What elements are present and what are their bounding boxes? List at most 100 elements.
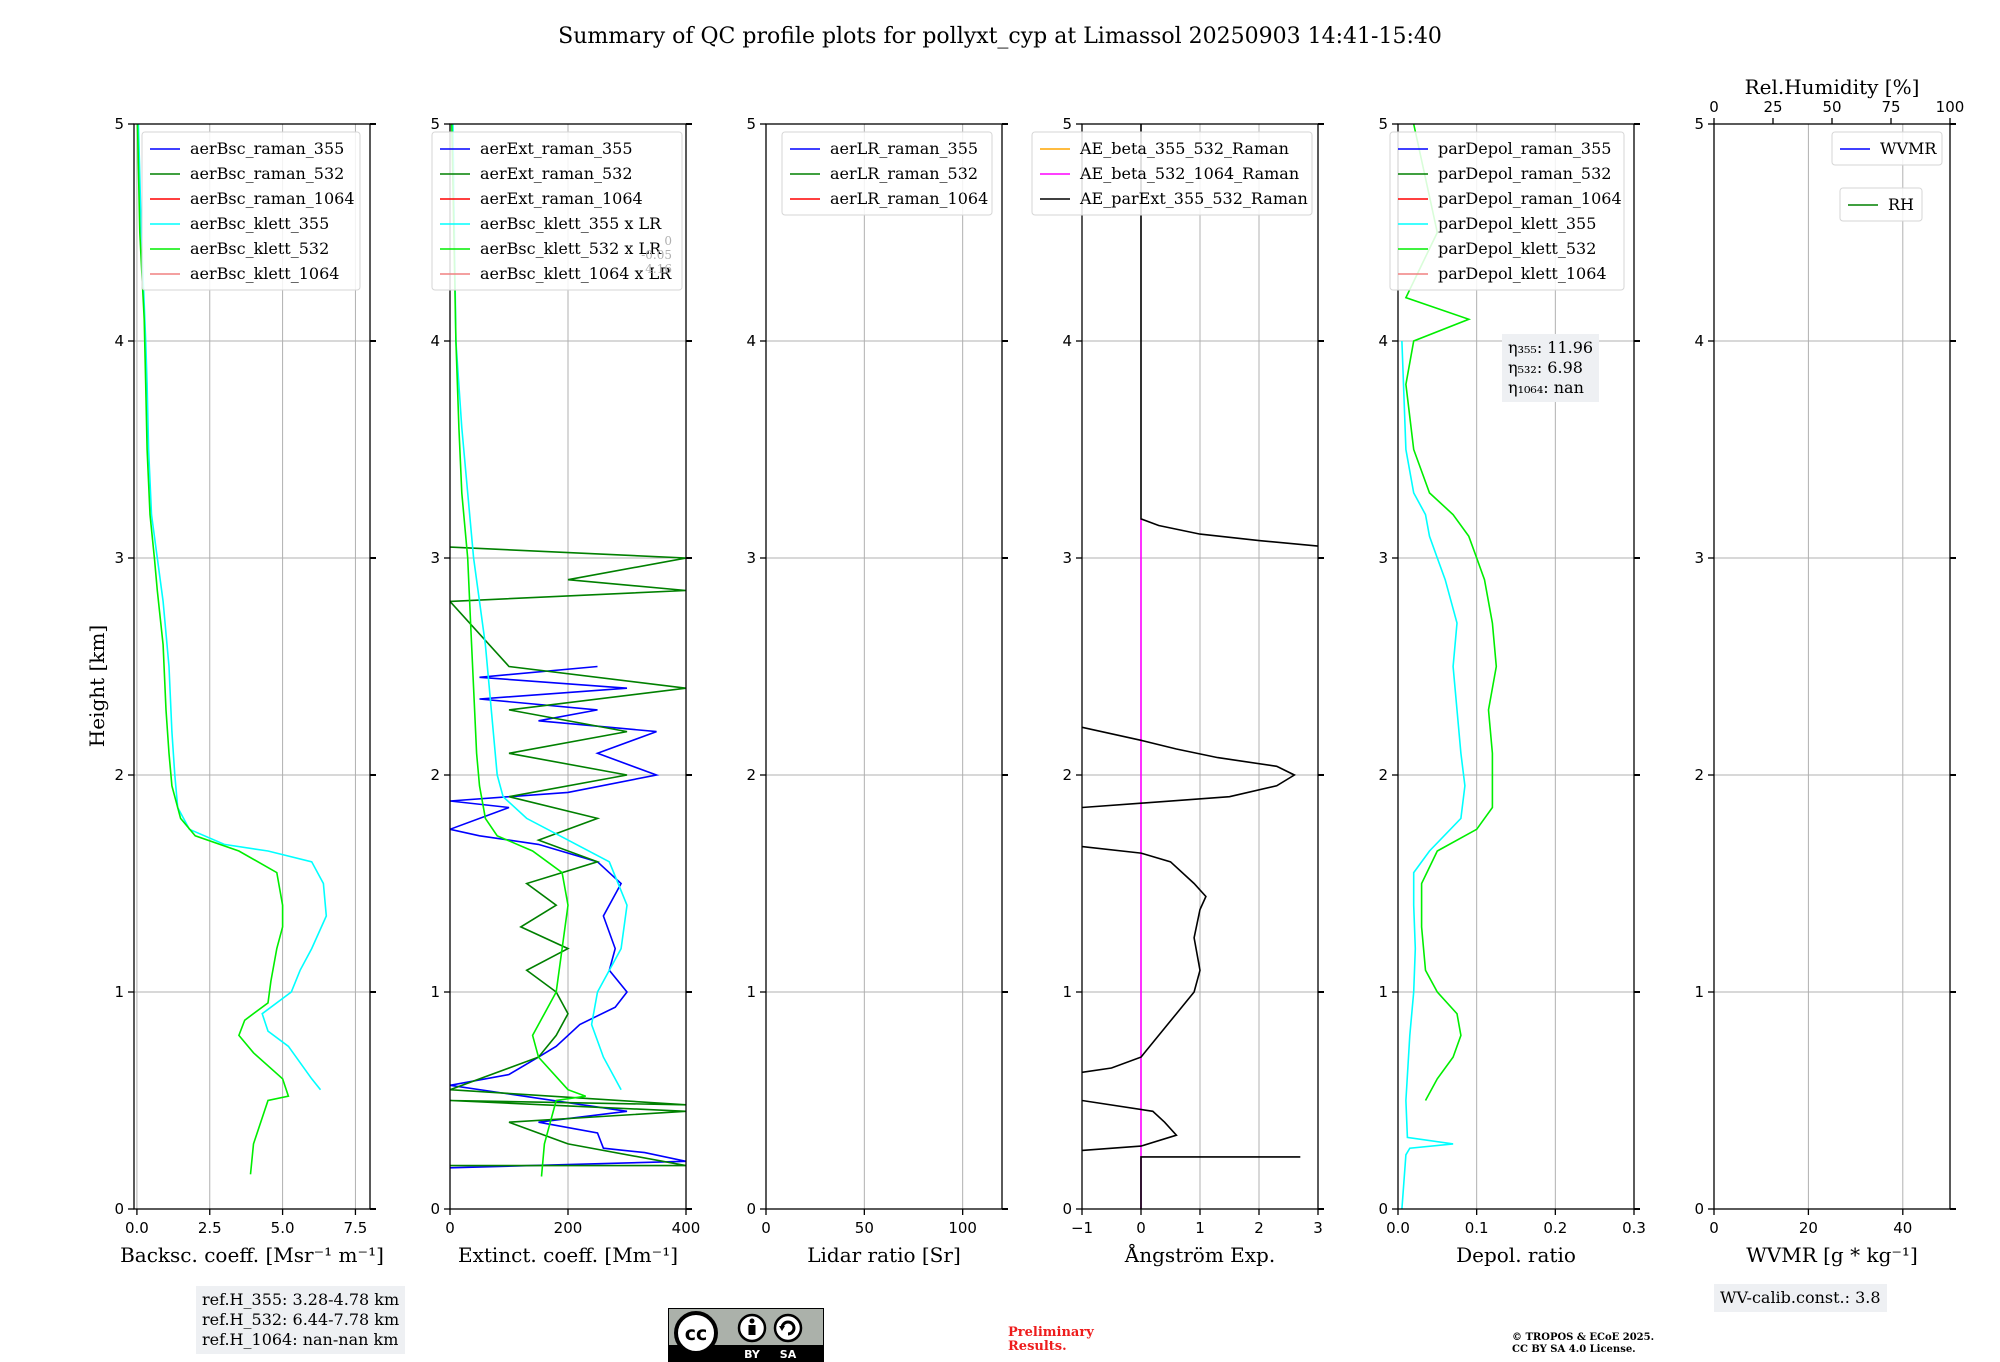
legend-label: AE_beta_355_532_Raman [1079,139,1289,158]
legend-label: WVMR [1880,139,1937,158]
legend-depol [1389,131,1625,291]
y-tick-label: 2 [114,766,124,784]
x-tick-label: 0 [1709,1219,1719,1237]
eta-1064: η₁₀₆₄: nan [1508,378,1584,397]
y-tick-label: 0 [430,1200,440,1218]
series-AE_parExt_355_532_Raman_c [1082,845,1207,1074]
x-axis-label: Depol. ratio [1456,1243,1576,1267]
y-tick-label: 0 [746,1200,756,1218]
overlay-value-3: 4.16 [645,262,672,276]
y-tick-label: 1 [1062,983,1072,1001]
x-tick-label: 0 [1136,1219,1146,1237]
y-tick-label: 1 [1694,983,1704,1001]
y-tick-label: 4 [430,332,440,350]
legend-label: aerExt_raman_1064 [480,189,643,208]
eta-355: η₃₅₅: 11.96 [1508,338,1594,357]
y-tick-label: 5 [1062,115,1072,133]
y-tick-label: 1 [746,983,756,1001]
x-tick-label: 20 [1799,1219,1818,1237]
legend-label: AE_beta_532_1064_Raman [1079,164,1299,183]
legend-label: aerBsc_klett_1064 [190,264,339,283]
legend-ae [1031,131,1313,216]
axes-frame [133,123,371,1210]
overlay-value-1: 0 [664,234,672,248]
figure-title: Summary of QC profile plots for pollyxt_… [558,24,1442,49]
y-tick-label: 3 [430,549,440,567]
y-tick-label: 4 [746,332,756,350]
reference-height-box: ref.H_355: 3.28-4.78 km ref.H_532: 6.44-… [196,1286,406,1354]
y-tick-label: 2 [1062,766,1072,784]
y-tick-label: 5 [114,115,124,133]
x-tick-label: 2.5 [198,1219,222,1237]
y-tick-label: 5 [746,115,756,133]
x-tick-label: 400 [672,1219,701,1237]
panel-bsc: 0.0 2.5 5.0 7.5 0 1 2 3 4 5 Backsc. coeff. [Msr⁻¹ … [114,115,383,1267]
y-tick-label: 1 [430,983,440,1001]
series-aerBsc_klett_355 [137,124,328,1091]
x-axis-label: Backsc. coeff. [Msr⁻¹ m⁻¹] [120,1243,384,1267]
y-tick-label: 1 [114,983,124,1001]
series-AE_parExt_355_532_Raman_d [1082,726,1297,809]
panel-ext: 0 200 400 0 1 2 3 4 5 Extinct. coeff. [Mm⁻¹] aerEx… [430,115,700,1267]
x-tick-label: 0.0 [1386,1219,1410,1237]
legend-label: aerBsc_raman_1064 [190,189,355,208]
svg-text:BY: BY [744,1348,761,1361]
x-tick-label: 2 [1254,1219,1264,1237]
svg-text:cc: cc [685,1323,708,1345]
x-tick-label: 0.0 [125,1219,149,1237]
x-axis-label: Lidar ratio [Sr] [807,1243,961,1267]
preliminary-line-2: Results. [1008,1339,1067,1354]
top-x-tick-label: 0 [1709,98,1719,116]
x-tick-label: 0.2 [1543,1219,1567,1237]
legend-wv [1831,131,1943,166]
ref-height-355: ref.H_355: 3.28-4.78 km [202,1290,400,1309]
legend-label: aerBsc_klett_355 x LR [480,214,662,233]
y-tick-label: 0 [114,1200,124,1218]
series-parDepol_klett_532 [1404,124,1498,1101]
panel-wv: 0 20 40 0 1 2 3 4 5 WVMR [g * kg⁻¹] 0 25 50 75 100 Rel.… [1694,75,1964,1267]
top-x-tick-label: 50 [1822,98,1841,116]
ref-height-1064: ref.H_1064: nan-nan km [202,1330,399,1349]
legend-label: aerBsc_klett_355 [190,214,329,233]
x-tick-label: 200 [554,1219,583,1237]
top-x-axis-label: Rel.Humidity [%] [1745,75,1920,99]
y-tick-label: 3 [1378,549,1388,567]
y-tick-label: 0 [1062,1200,1072,1218]
x-tick-label: 5.0 [271,1219,295,1237]
legend-label: aerLR_raman_1064 [830,189,988,208]
panel-lr: 0 50 100 0 1 2 3 4 5 Lidar ratio [Sr] aerLR_raman_… [746,115,1008,1267]
x-tick-label: 0 [761,1219,771,1237]
y-tick-label: 4 [1694,332,1704,350]
eta-box: η₃₅₅: 11.96 η₅₃₂: 6.98 η₁₀₆₄: nan [1502,334,1600,402]
y-tick-label: 2 [1378,766,1388,784]
legend-label: aerLR_raman_532 [830,164,978,183]
preliminary-line-1: Preliminary [1008,1325,1094,1340]
x-tick-label: 3 [1313,1219,1323,1237]
x-axis-label: Ångström Exp. [1124,1242,1275,1267]
series-AE_parExt_355_532_Raman [1140,1156,1301,1209]
top-x-tick-label: 25 [1763,98,1782,116]
eta-532: η₅₃₂: 6.98 [1508,358,1583,377]
y-tick-label: 2 [430,766,440,784]
wv-calib-box: WV-calib.const.: 3.8 [1714,1284,1887,1312]
series-parDepol_klett_355 [1401,340,1466,1209]
legend-label: aerLR_raman_355 [830,139,978,158]
series-AE_parExt_355_532_Raman_e [1140,124,1318,547]
x-tick-label: 7.5 [344,1219,368,1237]
y-tick-label: 4 [1378,332,1388,350]
y-tick-label: 5 [1694,115,1704,133]
copyright-line-1: © TROPOS & ECoE 2025. [1512,1332,1655,1343]
legend-label: aerExt_raman_355 [480,139,633,158]
legend-label: parDepol_klett_532 [1438,239,1596,258]
legend-label: parDepol_klett_355 [1438,214,1596,233]
preliminary-notice: Preliminary Results. [1008,1326,1094,1354]
y-tick-label: 3 [746,549,756,567]
legend-label: aerBsc_raman_355 [190,139,344,158]
series-aerExt_raman_355 [450,665,686,1169]
y-tick-label: 2 [746,766,756,784]
legend-label: AE_parExt_355_532_Raman [1079,189,1308,208]
y-axis-label: Height [km] [85,625,109,747]
x-tick-label: 100 [948,1219,977,1237]
ext-overlay-text: 0 -0.05 4.16 [592,234,672,276]
y-tick-label: 0 [1378,1200,1388,1218]
